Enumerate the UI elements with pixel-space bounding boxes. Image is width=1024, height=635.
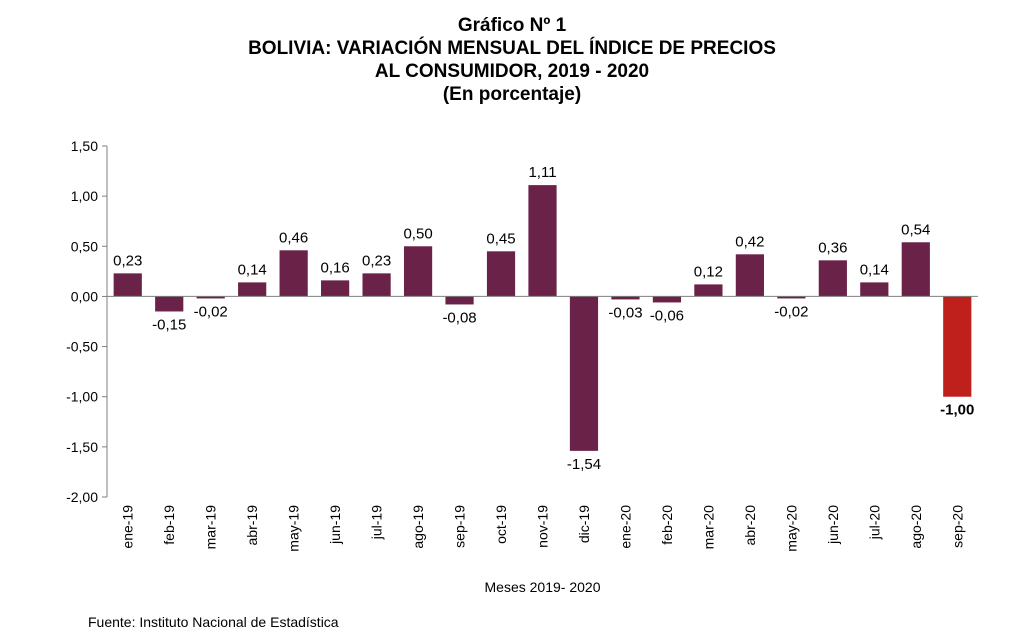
- chart-title-line-3: AL CONSUMIDOR, 2019 - 2020: [374, 61, 650, 82]
- chart-title-line-2: BOLIVIA: VARIACIÓN MENSUAL DEL ÍNDICE DE…: [248, 38, 776, 59]
- chart-title-line-1: Gráfico Nº 1: [457, 15, 567, 36]
- x-tick-label-ago-20: ago-20: [908, 505, 924, 549]
- x-tick-label-ago-19: ago-19: [410, 505, 426, 549]
- x-tick-label-abr-20: abr-20: [742, 505, 758, 546]
- x-tick-label-feb-19: feb-19: [161, 505, 177, 545]
- y-axis: 1,50 1,00 0,50 0,00 -0,50 -1,00 -1,50 -2,00: [66, 138, 108, 505]
- data-labels: 0,23 -0,15 -0,02 0,14 0,46 0,16 0,23 0,50 -0,08 0…: [113, 164, 974, 473]
- x-tick-label-mar-20: mar-20: [700, 505, 716, 550]
- x-tick-label-feb-20: feb-20: [659, 505, 675, 545]
- x-tick-label-may-20: may-20: [783, 505, 799, 552]
- data-label-jun-20: 0,36: [818, 239, 847, 256]
- y-tick-label: 1,50: [71, 138, 98, 154]
- x-axis-title: Meses 2019- 2020: [485, 579, 601, 595]
- y-tick-label: 0,50: [71, 238, 98, 254]
- x-tick-label-may-19: may-19: [286, 505, 302, 552]
- y-tick-label: -1,00: [66, 389, 98, 405]
- data-label-mar-20: 0,12: [694, 263, 723, 280]
- bar-sep-20: [943, 296, 972, 397]
- bar-abr-20: [735, 254, 764, 297]
- bar-sep-19: [445, 296, 474, 305]
- x-axis: ene-19 feb-19 mar-19 abr-19 may-19 jun-19 jul-…: [107, 295, 978, 552]
- y-tick-label: -0,50: [66, 339, 98, 355]
- data-label-jul-19: 0,23: [362, 252, 391, 269]
- data-label-feb-20: -0,06: [650, 307, 684, 324]
- x-tick-label-jun-20: jun-20: [825, 505, 841, 545]
- data-label-ago-20: 0,54: [901, 221, 930, 238]
- bar-nov-19: [528, 185, 557, 297]
- x-tick-label-jul-20: jul-20: [866, 505, 882, 540]
- bar-ene-20: [611, 296, 640, 300]
- bar-feb-19: [155, 296, 184, 312]
- bars: [113, 185, 972, 451]
- bar-jun-19: [321, 280, 350, 297]
- y-tick-label: 0,00: [71, 288, 98, 304]
- bar-ago-19: [403, 246, 433, 297]
- x-tick-label-abr-19: abr-19: [244, 505, 260, 546]
- data-label-jun-19: 0,16: [321, 259, 350, 276]
- data-label-abr-19: 0,14: [238, 261, 267, 278]
- chart-title-block: Gráfico Nº 1 BOLIVIA: VARIACIÓN MENSUAL …: [0, 14, 1024, 106]
- data-label-jul-20: 0,14: [860, 261, 889, 278]
- x-tick-label-oct-19: oct-19: [493, 505, 509, 544]
- x-tick-label-mar-19: mar-19: [203, 505, 219, 550]
- data-label-ene-19: 0,23: [113, 252, 142, 269]
- data-label-oct-19: 0,45: [486, 230, 515, 247]
- y-tick-label: -1,50: [66, 439, 98, 455]
- x-tick-label-sep-20: sep-20: [949, 505, 965, 548]
- data-label-may-20: -0,02: [774, 303, 808, 320]
- bar-feb-20: [652, 296, 682, 303]
- x-tick-label-sep-19: sep-19: [452, 505, 468, 548]
- x-tick-label-ene-20: ene-20: [617, 505, 633, 549]
- bar-may-20: [777, 296, 806, 299]
- bar-jul-19: [362, 273, 391, 297]
- x-tick-label-nov-19: nov-19: [535, 505, 551, 548]
- chart-subtitle: (En porcentaje): [442, 84, 582, 105]
- bar-mar-19: [196, 296, 225, 299]
- data-label-dic-19: -1,54: [567, 456, 601, 473]
- data-label-abr-20: 0,42: [735, 233, 764, 250]
- bar-jun-20: [818, 260, 847, 297]
- bar-mar-20: [694, 284, 723, 297]
- data-label-mar-19: -0,02: [194, 303, 228, 320]
- bar-ago-20: [901, 242, 930, 297]
- data-label-may-19: 0,46: [279, 229, 308, 246]
- data-label-ene-20: -0,03: [608, 304, 642, 321]
- bar-dic-19: [569, 296, 599, 451]
- bar-abr-19: [238, 282, 267, 297]
- data-label-feb-19: -0,15: [152, 316, 186, 333]
- data-label-nov-19: 1,11: [528, 164, 556, 181]
- bar-oct-19: [486, 251, 516, 297]
- bar-may-19: [279, 250, 308, 297]
- x-tick-label-dic-19: dic-19: [576, 505, 592, 543]
- y-tick-label: 1,00: [71, 188, 98, 204]
- x-tick-label-ene-19: ene-19: [120, 505, 136, 549]
- data-label-ago-19: 0,50: [403, 225, 432, 242]
- data-label-sep-20: -1,00: [940, 402, 974, 419]
- data-label-sep-19: -0,08: [442, 309, 476, 326]
- source-note: Fuente: Instituto Nacional de Estadístic…: [88, 614, 339, 630]
- x-tick-label-jun-19: jun-19: [327, 505, 343, 545]
- y-tick-label: -2,00: [66, 489, 98, 505]
- x-tick-label-jul-19: jul-19: [369, 505, 385, 540]
- bar-ene-19: [113, 273, 142, 297]
- bar-jul-20: [860, 282, 889, 297]
